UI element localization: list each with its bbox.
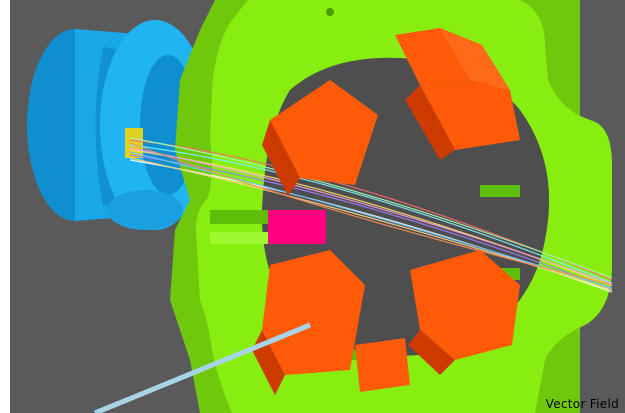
vector-field-label: Vector Field [545,397,619,411]
scene[interactable] [10,0,625,413]
marker-block [125,128,143,158]
pole-pieces[interactable] [252,28,520,395]
probe-line-icon[interactable] [94,322,311,413]
3d-viewport[interactable]: Vector Field [10,0,625,413]
target-block [268,210,326,244]
beam-pipe-icon[interactable] [27,20,210,230]
field-line-bundle-icon[interactable] [129,137,613,293]
